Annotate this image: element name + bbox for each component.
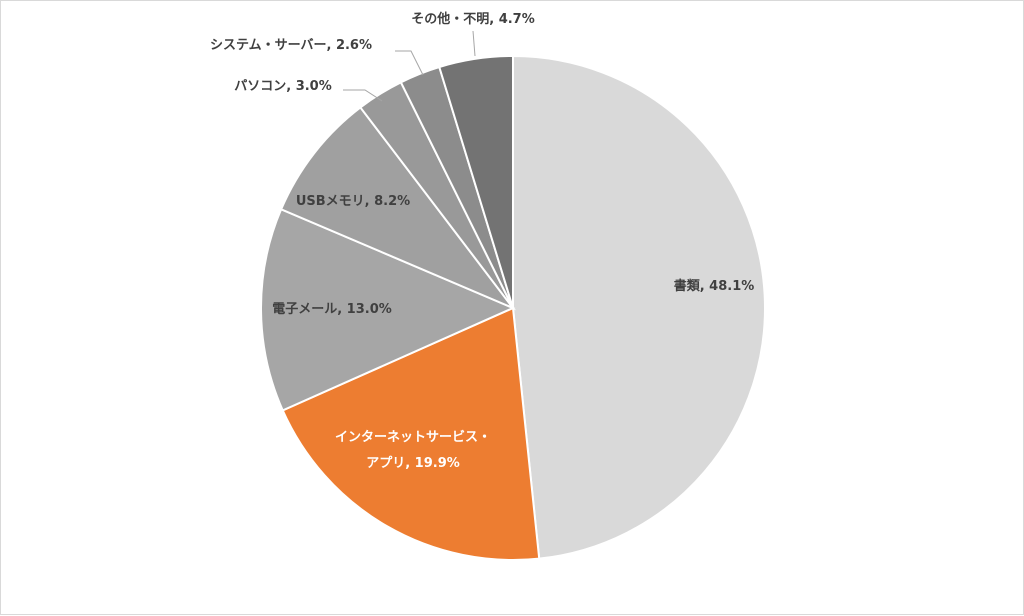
pie-slice [512, 54, 766, 560]
slice-label: システム・サーバー, 2.6% [210, 38, 372, 53]
leader-line [472, 30, 476, 57]
slice-label-line: インターネットサービス・ [335, 429, 491, 445]
pie-slices [260, 54, 766, 561]
slice-label-line: アプリ, 19.9% [366, 456, 460, 471]
leader-line [343, 89, 383, 102]
slice-label: パソコン, 3.0% [234, 79, 332, 94]
pie-slice [260, 207, 516, 412]
slice-label: 電子メール, 13.0% [272, 302, 392, 317]
pie-slice [438, 54, 514, 309]
slice-label: その他・不明, 4.7% [411, 11, 535, 27]
slice-label: 書類, 48.1% [674, 278, 755, 294]
slice-label: USBメモリ, 8.2% [296, 194, 410, 209]
pie-slice [281, 306, 541, 561]
slice-label: インターネットサービス・アプリ, 19.9% [335, 429, 491, 471]
leader-line [395, 50, 424, 76]
pie-slice [279, 106, 517, 311]
slice-labels: 書類, 48.1% インターネットサービス・アプリ, 19.9% 電子メール, 13… [210, 11, 754, 471]
leader-lines [343, 30, 476, 102]
